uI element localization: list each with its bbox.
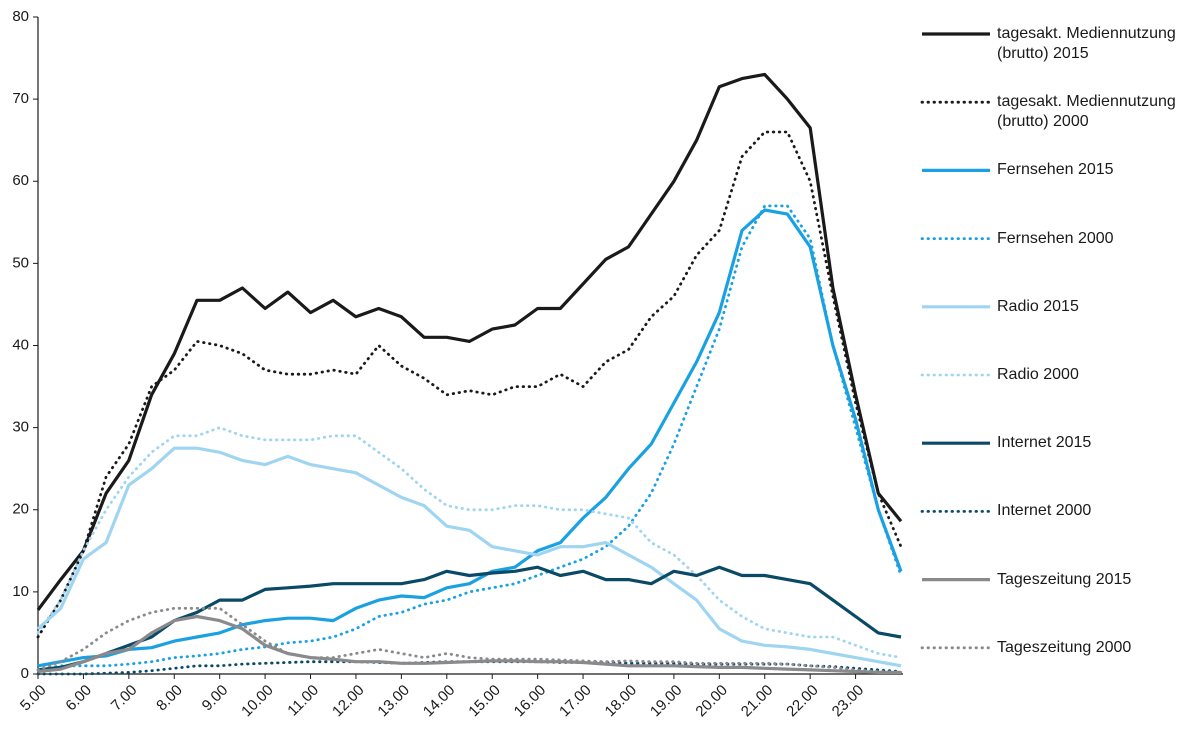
legend-label: Tageszeitung 2000 [997, 638, 1132, 656]
x-tick-label: 18.00 [602, 682, 641, 721]
x-tick-label: 6.00 [62, 682, 95, 715]
x-tick-label: 14.00 [420, 682, 459, 721]
series-line [36, 130, 903, 639]
x-tick-label: 22.00 [783, 682, 822, 721]
x-tick-label: 13.00 [374, 682, 413, 721]
series-line [37, 208, 903, 668]
x-tick-label: 9.00 [199, 682, 232, 715]
x-tick-label: 15.00 [465, 682, 504, 721]
legend-label: Internet 2000 [997, 502, 1092, 520]
y-tick-label: 40 [12, 336, 29, 353]
legend-label: Radio 2015 [997, 297, 1079, 315]
y-tick-label: 10 [12, 583, 29, 600]
series-line [36, 426, 903, 659]
legend-label: Fernsehen 2015 [997, 161, 1114, 179]
x-tick-label: 12.00 [329, 682, 368, 721]
x-tick-label: 16.00 [511, 682, 550, 721]
legend-label: Tageszeitung 2015 [997, 570, 1132, 588]
x-tick-label: 10.00 [238, 682, 277, 721]
x-tick-label: 7.00 [108, 682, 141, 715]
x-tick-label: 20.00 [692, 682, 731, 721]
legend-label: tagesakt. Mediennutzung (brutto) 2000 [997, 93, 1176, 131]
x-tick-label: 11.00 [284, 682, 322, 720]
x-tick-label: 21.00 [738, 682, 777, 721]
legend-label: Radio 2000 [997, 366, 1079, 383]
y-tick-label: 60 [12, 172, 29, 189]
series-line [36, 72, 903, 611]
series-line [36, 446, 902, 668]
y-tick-label: 50 [12, 254, 29, 271]
x-tick-label: 8.00 [153, 682, 186, 715]
x-tick-label: 19.00 [647, 682, 686, 721]
legend-label: Internet 2015 [997, 434, 1092, 452]
y-tick-label: 80 [12, 8, 29, 25]
x-tick-label: 17.00 [556, 682, 595, 721]
legend-label: tagesakt. Mediennutzung (brutto) 2015 [997, 25, 1176, 62]
y-tick-label: 70 [12, 90, 29, 107]
legend-label: Fernsehen 2000 [997, 229, 1114, 247]
y-tick-label: 20 [12, 501, 29, 518]
series-line [37, 614, 901, 674]
y-tick-label: 0 [21, 665, 29, 682]
y-tick-label: 30 [12, 419, 29, 436]
x-tick-label: 5.00 [17, 682, 50, 715]
series-line [36, 606, 903, 674]
series-line [36, 204, 903, 672]
x-tick-label: 23.00 [829, 682, 868, 721]
